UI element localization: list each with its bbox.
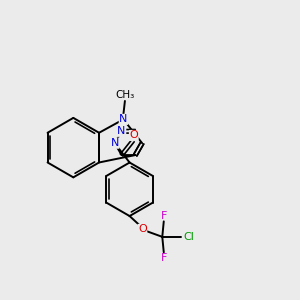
Text: Cl: Cl	[184, 232, 194, 242]
Text: N: N	[110, 138, 119, 148]
Text: O: O	[129, 130, 138, 140]
Text: N: N	[117, 126, 126, 136]
Text: F: F	[160, 211, 167, 221]
Text: F: F	[160, 253, 167, 262]
Text: O: O	[138, 224, 147, 234]
Text: N: N	[119, 114, 128, 124]
Text: CH₃: CH₃	[115, 90, 134, 100]
